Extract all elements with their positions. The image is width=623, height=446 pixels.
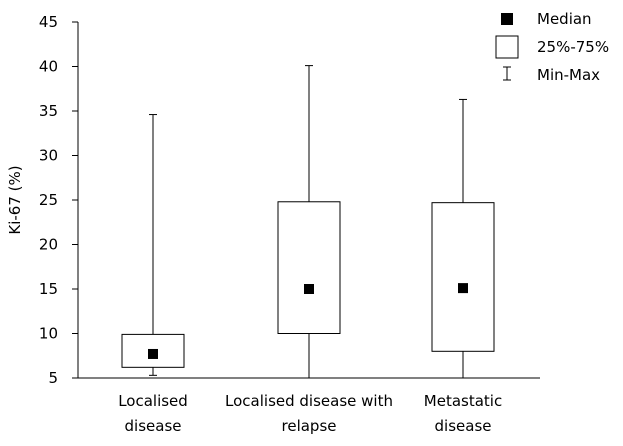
legend: Median 25%-75% Min-Max — [495, 10, 609, 84]
category-label: Metastatic — [424, 392, 502, 410]
y-axis-label: Ki-67 (%) — [6, 165, 24, 234]
category-labels: Localised disease Localised disease with re… — [118, 392, 502, 435]
iqr-box — [277, 201, 341, 334]
legend-box-icon — [495, 35, 519, 59]
y-tick-label: 45 — [39, 13, 58, 31]
category-label: disease — [125, 417, 182, 435]
median-marker — [304, 284, 314, 294]
category-label: disease — [435, 417, 492, 435]
legend-label-box: 25%-75% — [537, 38, 609, 56]
median-marker — [458, 283, 468, 294]
median-marker — [148, 348, 158, 359]
category-label: Localised — [118, 392, 188, 410]
box-group-3 — [431, 98, 495, 379]
y-tick-label: 25 — [39, 191, 58, 209]
y-tick-label: 10 — [39, 325, 58, 343]
category-label: relapse — [282, 417, 337, 435]
box-group-2 — [277, 65, 341, 379]
y-tick-label: 5 — [48, 369, 58, 387]
y-tick-label: 20 — [39, 236, 58, 254]
y-tick-label: 35 — [39, 102, 58, 120]
legend-label-median: Median — [537, 10, 592, 28]
box-group-1 — [121, 114, 185, 376]
boxes — [121, 65, 495, 379]
category-label: Localised disease with — [225, 392, 393, 410]
y-tick-label: 15 — [39, 280, 58, 298]
legend-median-icon — [501, 13, 513, 25]
y-tick-label: 30 — [39, 147, 58, 165]
iqr-box — [431, 202, 495, 352]
y-tick-label: 40 — [39, 58, 58, 76]
iqr-box — [121, 333, 185, 368]
legend-label-whisker: Min-Max — [537, 66, 600, 84]
y-ticks: 5 10 15 20 25 30 35 40 45 — [39, 13, 78, 387]
